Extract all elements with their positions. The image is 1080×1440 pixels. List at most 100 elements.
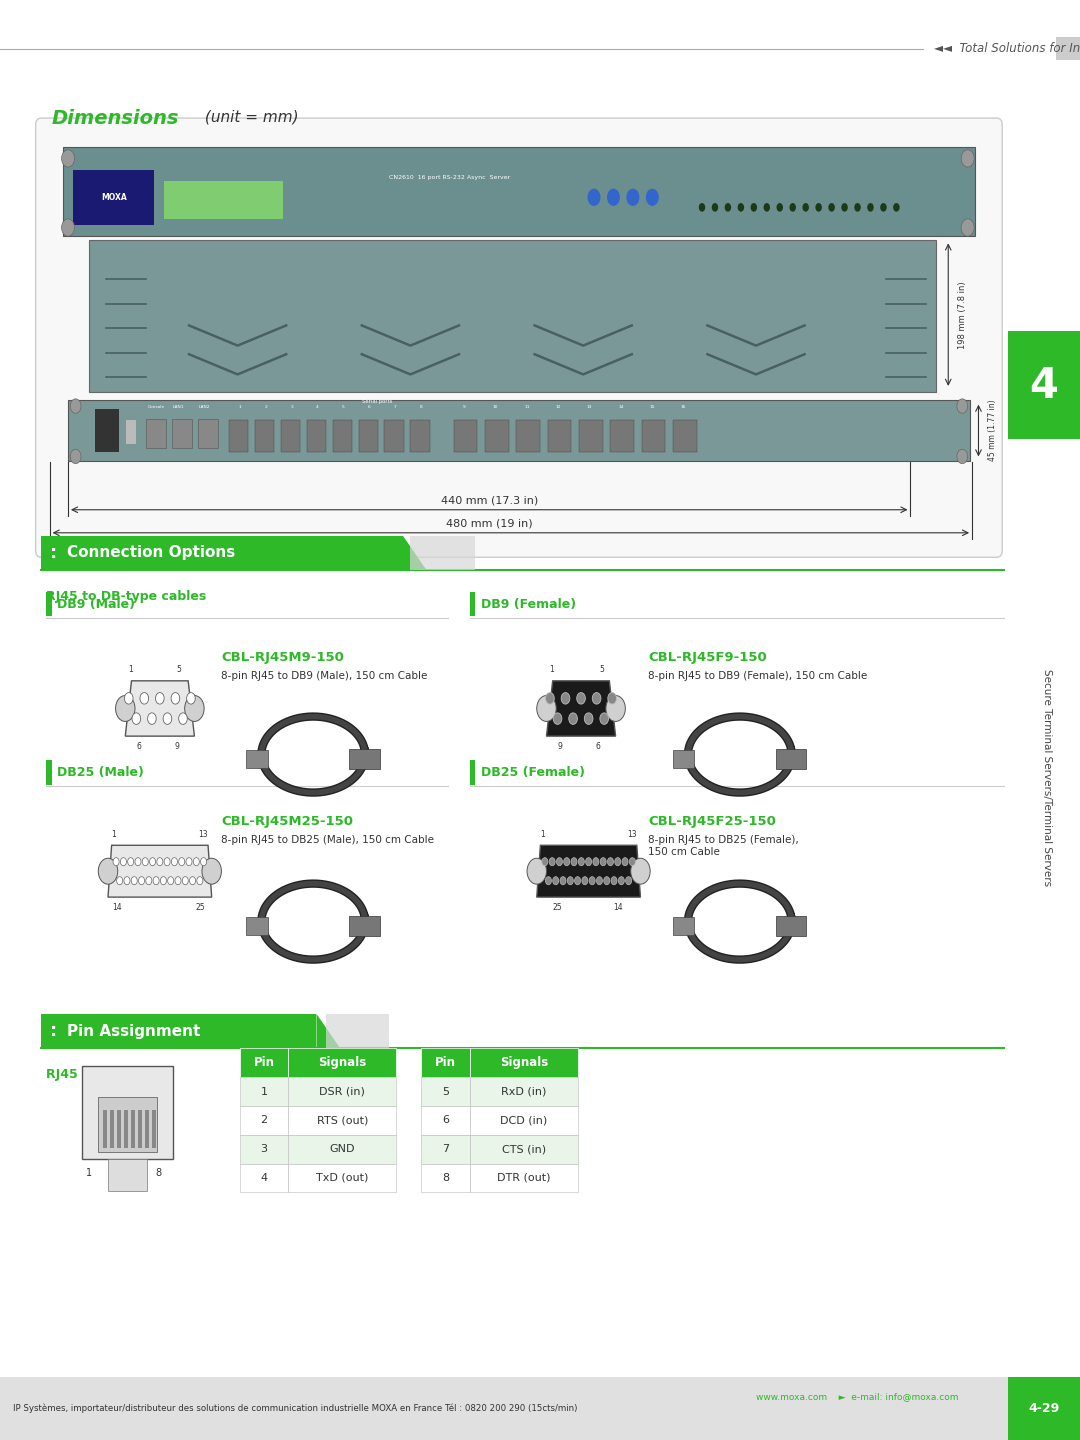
Text: 8-pin RJ45 to DB25 (Female),
150 cm Cable: 8-pin RJ45 to DB25 (Female), 150 cm Cabl…	[648, 835, 799, 857]
Circle shape	[957, 449, 968, 464]
Text: 5: 5	[342, 405, 345, 409]
Bar	[410, 420, 430, 452]
Circle shape	[124, 693, 133, 704]
Text: 9: 9	[175, 742, 179, 752]
Circle shape	[578, 858, 584, 865]
Bar	[95, 409, 119, 452]
Bar	[470, 592, 475, 616]
Text: Connection Options: Connection Options	[67, 546, 235, 560]
Text: 1: 1	[111, 829, 116, 838]
Text: 16: 16	[680, 405, 687, 409]
Polygon shape	[108, 845, 212, 897]
Circle shape	[556, 858, 563, 865]
Bar	[145, 1110, 149, 1148]
Text: 5: 5	[599, 665, 604, 674]
Text: Pin: Pin	[435, 1056, 456, 1070]
Bar	[307, 420, 326, 452]
Circle shape	[625, 877, 632, 884]
Bar	[288, 1077, 396, 1106]
Circle shape	[156, 693, 164, 704]
Circle shape	[127, 858, 134, 865]
Bar	[333, 420, 352, 452]
Circle shape	[113, 858, 119, 865]
Circle shape	[160, 877, 166, 884]
Circle shape	[116, 696, 135, 721]
Text: CBL-RJ45M25-150: CBL-RJ45M25-150	[221, 815, 353, 828]
Text: 8: 8	[442, 1174, 449, 1182]
Text: (unit = mm): (unit = mm)	[200, 109, 298, 124]
Circle shape	[585, 858, 592, 865]
Text: 14: 14	[112, 903, 122, 912]
Bar	[548, 420, 571, 452]
Bar	[240, 1106, 288, 1135]
Text: 3: 3	[291, 405, 293, 409]
Bar	[68, 400, 970, 461]
Circle shape	[172, 858, 177, 865]
Circle shape	[117, 877, 123, 884]
Circle shape	[867, 203, 874, 212]
Text: MOXA: MOXA	[102, 193, 126, 202]
Circle shape	[608, 693, 617, 704]
Circle shape	[562, 693, 570, 704]
Circle shape	[187, 693, 195, 704]
Text: 2: 2	[260, 1116, 268, 1125]
Text: www.moxa.com    ►  e-mail: info@moxa.com: www.moxa.com ► e-mail: info@moxa.com	[756, 1392, 959, 1401]
Circle shape	[582, 877, 588, 884]
Circle shape	[140, 693, 149, 704]
Bar	[288, 1164, 396, 1192]
Bar	[288, 1135, 396, 1164]
Text: DSR (in): DSR (in)	[320, 1087, 365, 1096]
Text: 10: 10	[492, 405, 499, 409]
Bar	[470, 760, 475, 785]
Circle shape	[561, 877, 566, 884]
Bar	[421, 1106, 470, 1135]
Text: CBL-RJ45F9-150: CBL-RJ45F9-150	[648, 651, 767, 664]
Circle shape	[193, 858, 200, 865]
Circle shape	[120, 858, 126, 865]
Bar	[384, 420, 404, 452]
Text: 7: 7	[394, 405, 396, 409]
Text: 14: 14	[618, 405, 624, 409]
Bar	[124, 1110, 129, 1148]
FancyBboxPatch shape	[36, 118, 1002, 557]
Circle shape	[201, 858, 206, 865]
Bar	[454, 420, 477, 452]
Text: RJ45 to DB-type cables: RJ45 to DB-type cables	[46, 590, 206, 603]
Text: Secure Terminal Servers/Terminal Servers: Secure Terminal Servers/Terminal Servers	[1041, 670, 1052, 886]
Text: CN2610  16 port RS-232 Async  Server: CN2610 16 port RS-232 Async Server	[389, 174, 510, 180]
Circle shape	[70, 399, 81, 413]
Circle shape	[149, 858, 156, 865]
Text: 440 mm (17.3 in): 440 mm (17.3 in)	[441, 495, 538, 505]
Text: LAN1: LAN1	[173, 405, 185, 409]
Bar	[579, 420, 603, 452]
Circle shape	[604, 877, 610, 884]
Circle shape	[157, 858, 163, 865]
Text: DB9 (Male): DB9 (Male)	[57, 598, 135, 611]
Bar	[172, 419, 192, 448]
Bar	[516, 420, 540, 452]
Circle shape	[167, 877, 174, 884]
Text: 1: 1	[239, 405, 241, 409]
Text: 15: 15	[649, 405, 656, 409]
Text: 1: 1	[86, 1168, 93, 1178]
Circle shape	[62, 150, 75, 167]
Polygon shape	[125, 681, 194, 736]
Bar	[777, 749, 807, 769]
Text: 13: 13	[586, 405, 593, 409]
Bar	[777, 916, 807, 936]
Circle shape	[132, 713, 140, 724]
Bar	[98, 1097, 157, 1152]
Bar	[63, 147, 975, 236]
Text: 6: 6	[442, 1116, 449, 1125]
Circle shape	[148, 713, 157, 724]
Circle shape	[599, 713, 608, 724]
Text: 1: 1	[540, 829, 544, 838]
Circle shape	[589, 877, 595, 884]
Circle shape	[183, 877, 188, 884]
Bar	[470, 1135, 578, 1164]
Circle shape	[70, 449, 81, 464]
Bar	[288, 1048, 396, 1077]
Text: RJ45 RS-232 port: RJ45 RS-232 port	[46, 1068, 166, 1081]
Bar	[1008, 331, 1080, 439]
Bar	[281, 420, 300, 452]
